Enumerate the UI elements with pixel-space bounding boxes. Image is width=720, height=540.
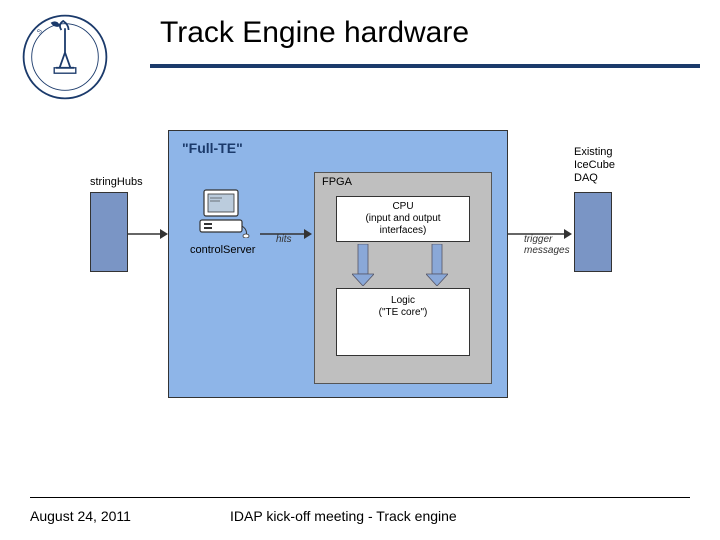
footer-divider bbox=[30, 497, 690, 498]
svg-text:S: S bbox=[36, 28, 44, 36]
daq-box bbox=[574, 192, 612, 272]
logic-line1: Logic bbox=[337, 295, 469, 307]
daq-label: Existing IceCube DAQ bbox=[574, 146, 615, 186]
control-server-label: controlServer bbox=[190, 244, 255, 256]
slide-title: Track Engine hardware bbox=[160, 16, 469, 50]
stringhubs-label: stringHubs bbox=[90, 176, 143, 188]
arrow-hits-icon bbox=[128, 226, 168, 242]
arrow-down-right-icon bbox=[426, 244, 448, 286]
hits-label: hits bbox=[276, 234, 292, 245]
cpu-box: CPU (input and output interfaces) bbox=[336, 196, 470, 242]
computer-icon bbox=[198, 188, 250, 238]
stringhubs-box bbox=[90, 192, 128, 272]
trigger-line1: trigger bbox=[524, 234, 570, 245]
fpga-label: FPGA bbox=[322, 176, 352, 188]
footer-date: August 24, 2011 bbox=[30, 508, 131, 524]
trigger-line2: messages bbox=[524, 245, 570, 256]
daq-line3: DAQ bbox=[574, 172, 615, 185]
cpu-line1: CPU bbox=[337, 201, 469, 213]
cpu-line2: (input and output bbox=[337, 213, 469, 225]
header: S Track Engine hardware bbox=[20, 12, 700, 92]
trigger-label: trigger messages bbox=[524, 234, 570, 256]
arrow-down-left-icon bbox=[352, 244, 374, 286]
footer-meeting: IDAP kick-off meeting - Track engine bbox=[230, 508, 457, 524]
title-underline bbox=[150, 64, 700, 68]
full-te-label: "Full-TE" bbox=[182, 140, 243, 156]
logic-box: Logic ("TE core") bbox=[336, 288, 470, 356]
university-logo-icon: S bbox=[20, 12, 110, 102]
cpu-line3: interfaces) bbox=[337, 225, 469, 237]
daq-line1: Existing bbox=[574, 146, 615, 159]
hardware-diagram: stringHubs "Full-TE" controlServer hits … bbox=[90, 130, 640, 420]
logic-line2: ("TE core") bbox=[337, 307, 469, 319]
daq-line2: IceCube bbox=[574, 159, 615, 172]
